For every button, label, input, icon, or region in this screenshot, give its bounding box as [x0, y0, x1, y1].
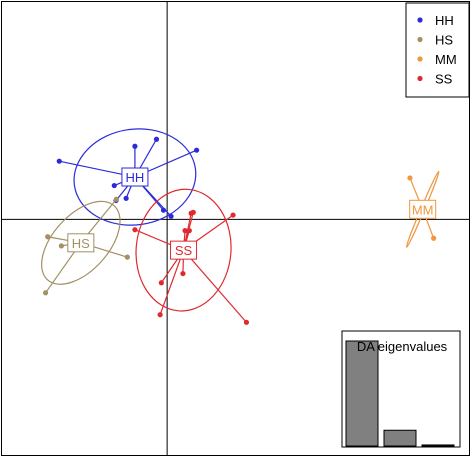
centroid-label-text-mm: MM	[412, 202, 434, 217]
legend-label-mm: MM	[435, 52, 457, 67]
centroid-label-text-hs: HS	[72, 236, 90, 251]
point-hh	[153, 136, 160, 142]
point-hh	[56, 158, 62, 164]
group-hh	[56, 128, 200, 226]
point-ss	[158, 280, 164, 286]
point-hs	[45, 234, 51, 240]
point-hh	[111, 182, 117, 189]
eigenvalues-inset: DA eigenvalues	[341, 330, 461, 448]
centroid-label-hs: HS	[67, 233, 95, 253]
legend-marker-hh	[417, 17, 423, 23]
legend-items: HH HS MM SS	[417, 13, 457, 87]
point-hh	[168, 213, 174, 219]
centroid-label-box-ss	[170, 240, 198, 260]
point-ss	[190, 209, 196, 215]
point-ss	[157, 312, 163, 318]
centroid-label-box-hh	[121, 167, 149, 187]
point-hh	[194, 147, 200, 153]
point-hh	[132, 143, 138, 149]
centroid-label-box-mm	[409, 199, 437, 219]
point-hh	[123, 195, 129, 201]
point-mm	[431, 235, 437, 241]
point-ss	[132, 227, 138, 233]
point-hs	[42, 290, 49, 296]
point-hh	[160, 207, 167, 213]
point-ss	[180, 270, 186, 277]
inset-bar	[345, 340, 379, 447]
legend-label-ss: SS	[435, 72, 453, 87]
point-ss	[230, 212, 236, 218]
inset-bars	[345, 340, 455, 447]
centroid-label-hh: HH	[121, 167, 149, 187]
legend-item-mm: MM	[417, 52, 457, 67]
point-ss	[243, 319, 250, 325]
legend-item-ss: SS	[417, 72, 453, 87]
legend-box	[405, 2, 470, 98]
spoke-ss	[159, 249, 185, 315]
legend-item-hs: HS	[417, 33, 453, 48]
legend-label-hs: HS	[435, 33, 453, 48]
groups-layer	[41, 128, 440, 325]
legend-marker-ss	[417, 75, 423, 82]
centroid-labels-layer: HH HS MM SS	[67, 167, 437, 260]
ellipse-hs	[41, 200, 121, 285]
centroid-label-text-hh: HH	[126, 170, 145, 185]
inset-bar	[421, 444, 455, 447]
legend-item-hh: HH	[417, 13, 454, 28]
legend: HH HS MM SS	[405, 2, 470, 98]
centroid-label-ss: SS	[170, 240, 198, 260]
centroid-label-text-ss: SS	[175, 243, 193, 258]
centroid-label-mm: MM	[409, 199, 437, 219]
inset-title: DA eigenvalues	[357, 339, 448, 354]
legend-marker-hs	[417, 36, 423, 43]
point-hs	[124, 254, 130, 260]
point-ss	[186, 228, 192, 234]
centroid-label-box-hs	[67, 233, 95, 253]
ellipse-ss	[135, 188, 232, 312]
spoke-ss	[183, 249, 247, 323]
legend-marker-mm	[417, 56, 423, 62]
point-ss	[182, 228, 188, 234]
point-mm	[407, 175, 413, 181]
point-hs	[113, 196, 119, 202]
legend-label-hh: HH	[435, 13, 454, 28]
inset-bar	[383, 429, 417, 447]
point-hs	[58, 243, 64, 249]
